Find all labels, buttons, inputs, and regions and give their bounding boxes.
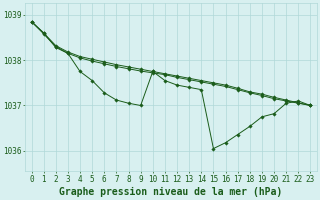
X-axis label: Graphe pression niveau de la mer (hPa): Graphe pression niveau de la mer (hPa) [60, 186, 283, 197]
